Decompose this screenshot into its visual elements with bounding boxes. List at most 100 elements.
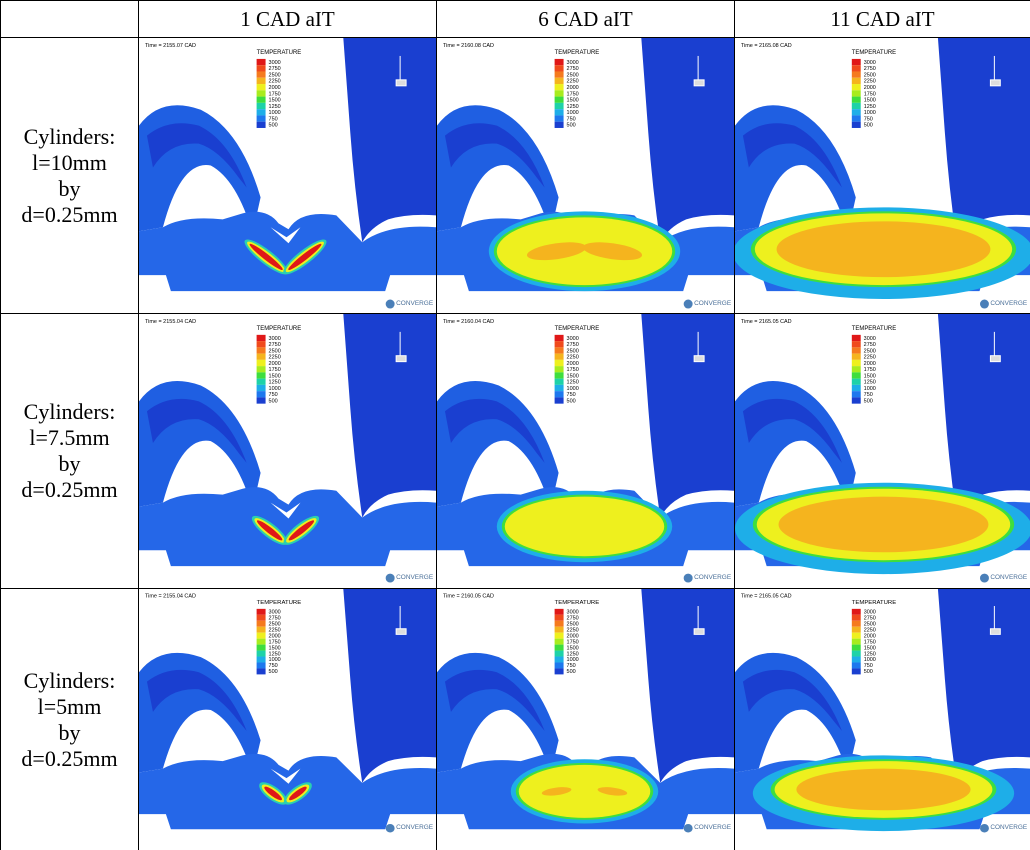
row-label-line: l=7.5mm xyxy=(29,425,109,451)
row-label-line: by xyxy=(59,451,81,477)
legend-swatch xyxy=(555,385,564,391)
legend-swatch xyxy=(852,397,861,403)
legend-level: 3000 xyxy=(269,336,281,342)
row-label: Cylinders:l=10mmbyd=0.25mm xyxy=(1,38,139,314)
legend-swatch xyxy=(852,615,861,621)
legend-level: 1250 xyxy=(864,380,876,386)
legend-swatch xyxy=(257,97,266,103)
legend-level: 750 xyxy=(269,116,278,122)
legend-level: 1500 xyxy=(269,373,281,379)
legend-swatch xyxy=(555,335,564,341)
hot-core xyxy=(777,221,991,277)
legend-title: TEMPERATURE xyxy=(852,600,896,606)
legend-swatch xyxy=(257,65,266,71)
simulation-image: Time = 2165.05 CADTEMPERATURE30002750250… xyxy=(735,589,1030,850)
legend-swatch xyxy=(257,627,266,633)
legend-level: 1250 xyxy=(567,651,579,657)
legend-swatch xyxy=(257,662,266,668)
simulation-image: Time = 2160.08 CADTEMPERATURE30002750250… xyxy=(437,38,734,313)
legend-level: 1250 xyxy=(567,104,579,110)
legend-level: 1500 xyxy=(864,98,876,104)
legend-level: 750 xyxy=(567,392,576,398)
logo-text: CONVERGE xyxy=(990,300,1027,307)
row-label-line: d=0.25mm xyxy=(21,746,117,772)
legend-swatch xyxy=(852,341,861,347)
logo-text: CONVERGE xyxy=(694,824,731,831)
legend-level: 2750 xyxy=(567,66,579,72)
legend-level: 750 xyxy=(269,663,278,669)
combustion-chamber xyxy=(139,487,436,566)
simulation-image: Time = 2165.05 CADTEMPERATURE30002750250… xyxy=(735,314,1030,588)
panel-cell: Time = 2165.05 CADTEMPERATURE30002750250… xyxy=(735,589,1030,850)
axis-icon xyxy=(694,356,704,362)
legend-swatch xyxy=(555,379,564,385)
legend-swatch xyxy=(555,627,564,633)
legend-level: 1500 xyxy=(864,373,876,379)
legend-swatch xyxy=(555,109,564,115)
time-label: Time = 2155.07 CAD xyxy=(145,43,196,49)
legend-swatch xyxy=(257,90,266,96)
legend-swatch xyxy=(555,651,564,657)
legend-swatch xyxy=(257,609,266,615)
legend-level: 2250 xyxy=(864,628,876,634)
logo-icon xyxy=(684,824,693,833)
simulation-image: Time = 2160.05 CADTEMPERATURE30002750250… xyxy=(437,589,734,850)
legend-swatch xyxy=(852,78,861,84)
legend-level: 3000 xyxy=(864,336,876,342)
legend-level: 2000 xyxy=(864,634,876,640)
legend-level: 500 xyxy=(567,123,576,129)
legend-swatch xyxy=(555,122,564,128)
legend-swatch xyxy=(852,627,861,633)
simulation-image: Time = 2165.08 CADTEMPERATURE30002750250… xyxy=(735,38,1030,313)
hot-core xyxy=(796,769,970,811)
logo-icon xyxy=(980,300,989,309)
logo-icon xyxy=(386,824,395,833)
legend-level: 1500 xyxy=(567,373,579,379)
legend-swatch xyxy=(555,90,564,96)
legend-swatch xyxy=(555,115,564,121)
row-label-line: d=0.25mm xyxy=(21,202,117,228)
legend-level: 1750 xyxy=(567,639,579,645)
legend-swatch xyxy=(257,645,266,651)
intake-port xyxy=(343,38,436,242)
legend-swatch xyxy=(257,657,266,663)
column-header: 11 CAD aIT xyxy=(735,1,1030,38)
axis-icon xyxy=(990,80,1000,86)
legend-level: 750 xyxy=(864,663,873,669)
legend-level: 2500 xyxy=(864,622,876,628)
legend-level: 2250 xyxy=(269,355,281,361)
legend-level: 1250 xyxy=(864,651,876,657)
hot-core xyxy=(779,497,989,553)
row-label-line: Cylinders: xyxy=(24,399,116,425)
legend-level: 2250 xyxy=(864,79,876,85)
legend-title: TEMPERATURE xyxy=(555,50,600,56)
legend-swatch xyxy=(257,354,266,360)
legend-level: 2000 xyxy=(864,361,876,367)
row-label-line: Cylinders: xyxy=(24,668,116,694)
legend-swatch xyxy=(257,347,266,353)
legend-swatch xyxy=(555,84,564,90)
column-header: 1 CAD aIT xyxy=(139,1,437,38)
legend-swatch xyxy=(257,360,266,366)
legend-level: 1500 xyxy=(567,645,579,651)
row-label: Cylinders:l=5mmbyd=0.25mm xyxy=(1,589,139,850)
row-label-line: by xyxy=(59,176,81,202)
legend-swatch xyxy=(852,335,861,341)
legend-swatch xyxy=(852,354,861,360)
legend-level: 2250 xyxy=(567,79,579,85)
legend-level: 1500 xyxy=(269,98,281,104)
row-label-line: l=5mm xyxy=(38,694,102,720)
legend-level: 1500 xyxy=(864,645,876,651)
legend-level: 2750 xyxy=(864,616,876,622)
legend-swatch xyxy=(852,645,861,651)
legend-level: 500 xyxy=(864,123,873,129)
panel-cell: Time = 2160.08 CADTEMPERATURE30002750250… xyxy=(437,38,735,314)
intake-port xyxy=(641,38,734,242)
legend-swatch xyxy=(257,335,266,341)
legend-level: 2500 xyxy=(567,348,579,354)
legend-level: 2500 xyxy=(567,72,579,78)
axis-icon xyxy=(694,629,704,635)
legend-level: 1000 xyxy=(567,657,579,663)
